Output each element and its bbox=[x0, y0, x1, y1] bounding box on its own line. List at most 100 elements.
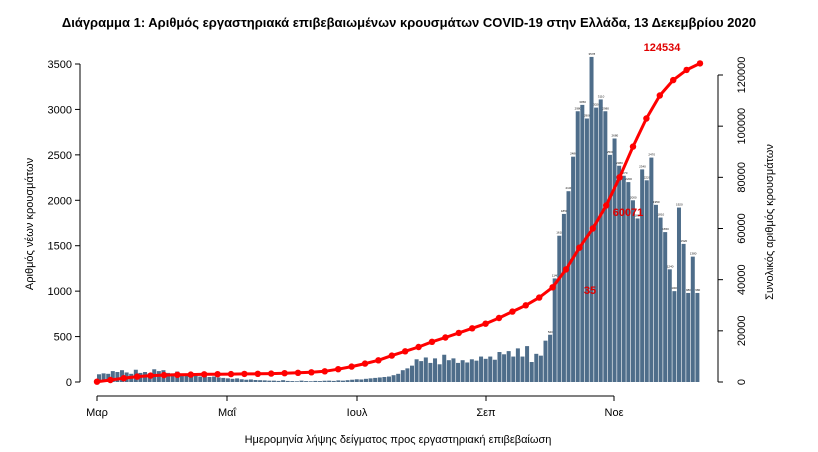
cumulative-point bbox=[603, 202, 610, 209]
cumulative-point bbox=[187, 371, 194, 378]
y-tick-label: 1500 bbox=[48, 241, 72, 253]
cumulative-point bbox=[482, 320, 489, 327]
bar bbox=[322, 380, 327, 382]
bar-value-label: 3110 bbox=[598, 94, 605, 98]
bar bbox=[221, 377, 226, 382]
cumulative-point bbox=[442, 334, 449, 341]
right-y-ticks: 0 20000 40000 60000 80000 100000 120000 bbox=[718, 57, 748, 385]
bar bbox=[382, 377, 387, 382]
y2-tick-label: 40000 bbox=[736, 264, 748, 295]
bar bbox=[202, 375, 207, 382]
cumulative-point bbox=[670, 76, 677, 84]
bar bbox=[552, 278, 557, 382]
y-tick-label: 1000 bbox=[48, 286, 72, 298]
bar bbox=[640, 169, 645, 382]
bar bbox=[451, 358, 456, 382]
bar-value-label: 2980 bbox=[602, 106, 609, 110]
bar-value-label: 1380 bbox=[690, 252, 697, 256]
bar bbox=[212, 376, 217, 382]
bar bbox=[340, 380, 345, 382]
cumulative-point bbox=[241, 370, 248, 378]
y2-tick-label: 100000 bbox=[736, 108, 748, 145]
chart-title: Διάγραμμα 1: Αριθμός εργαστηριακά επιβεβ… bbox=[61, 15, 757, 30]
bar bbox=[515, 348, 520, 382]
x-tick-label: Μαΐ bbox=[218, 407, 237, 419]
bar bbox=[525, 346, 530, 382]
cumulative-point bbox=[683, 66, 690, 74]
cumulative-point bbox=[495, 314, 503, 322]
x-ticks: Μαρ Μαΐ Ιουλ Σεπ Νοε bbox=[86, 396, 624, 419]
bar-value-label: 3578 bbox=[588, 52, 595, 56]
bar bbox=[561, 213, 566, 382]
cumulative-point bbox=[294, 369, 302, 376]
bar bbox=[612, 138, 617, 382]
bar-value-label: 2470 bbox=[648, 153, 655, 157]
bar bbox=[290, 381, 295, 382]
bar bbox=[686, 292, 691, 382]
bar bbox=[428, 362, 433, 382]
bar bbox=[584, 118, 589, 382]
bar-value-label: 2500 bbox=[607, 150, 614, 154]
y-tick-label: 2000 bbox=[48, 195, 72, 207]
bar bbox=[207, 377, 212, 382]
bar bbox=[396, 373, 401, 382]
x-tick-label: Νοε bbox=[605, 407, 624, 419]
cumulative-point bbox=[509, 308, 516, 315]
bar bbox=[285, 380, 290, 382]
bar bbox=[373, 377, 378, 382]
bar-value-label: 2900 bbox=[584, 114, 591, 118]
bar bbox=[598, 99, 603, 383]
bar bbox=[690, 256, 695, 382]
bar bbox=[248, 379, 253, 382]
bar bbox=[479, 356, 484, 382]
bar bbox=[193, 375, 198, 382]
cumulative-point bbox=[402, 348, 409, 355]
cumulative-point bbox=[428, 338, 436, 345]
bar bbox=[635, 218, 640, 382]
bar bbox=[607, 154, 612, 382]
bar bbox=[644, 180, 649, 382]
bar-value-label: 1610 bbox=[556, 231, 563, 235]
cumulative-point bbox=[589, 225, 596, 232]
bar-value-label: 2980 bbox=[575, 106, 582, 110]
bar bbox=[653, 204, 658, 382]
bar bbox=[557, 235, 562, 382]
bar bbox=[630, 200, 635, 382]
left-y-ticks: 0 500 1000 1500 2000 2500 3000 3500 bbox=[48, 59, 80, 389]
bar bbox=[603, 111, 608, 382]
bar bbox=[308, 381, 313, 382]
bar bbox=[276, 380, 281, 382]
y-tick-label: 500 bbox=[54, 332, 72, 344]
x-tick-label: Ιουλ bbox=[347, 407, 368, 419]
bar bbox=[672, 291, 677, 382]
bar bbox=[258, 380, 263, 382]
bar bbox=[502, 354, 507, 382]
bar bbox=[534, 353, 539, 382]
y2-tick-label: 80000 bbox=[736, 162, 748, 193]
bar bbox=[166, 372, 171, 382]
bar bbox=[446, 360, 451, 382]
bar bbox=[414, 359, 419, 382]
bar bbox=[304, 381, 309, 382]
bar bbox=[566, 191, 571, 382]
bar bbox=[617, 165, 622, 382]
bar-value-label: 1800 bbox=[635, 213, 642, 217]
y2-axis-label: Συνολικός αριθμός κρουσμάτων bbox=[764, 144, 776, 300]
x-tick-label: Μαρ bbox=[86, 407, 108, 419]
bar bbox=[681, 243, 686, 382]
bar bbox=[317, 381, 322, 382]
bar bbox=[405, 368, 410, 382]
bar-value-label: 1650 bbox=[662, 227, 669, 231]
y2-tick-label: 20000 bbox=[736, 316, 748, 347]
bar bbox=[225, 378, 230, 382]
y-axis-label: Αριθμός νέων κρουσμάτων bbox=[24, 157, 36, 290]
bar bbox=[253, 380, 258, 382]
bar bbox=[281, 380, 286, 382]
cumulative-point bbox=[174, 371, 181, 378]
bar bbox=[271, 380, 276, 382]
bar bbox=[101, 373, 106, 382]
cumulative-point bbox=[134, 373, 141, 380]
bar bbox=[497, 352, 502, 382]
bar-value-label: 1920 bbox=[676, 203, 683, 207]
bar bbox=[649, 157, 654, 382]
